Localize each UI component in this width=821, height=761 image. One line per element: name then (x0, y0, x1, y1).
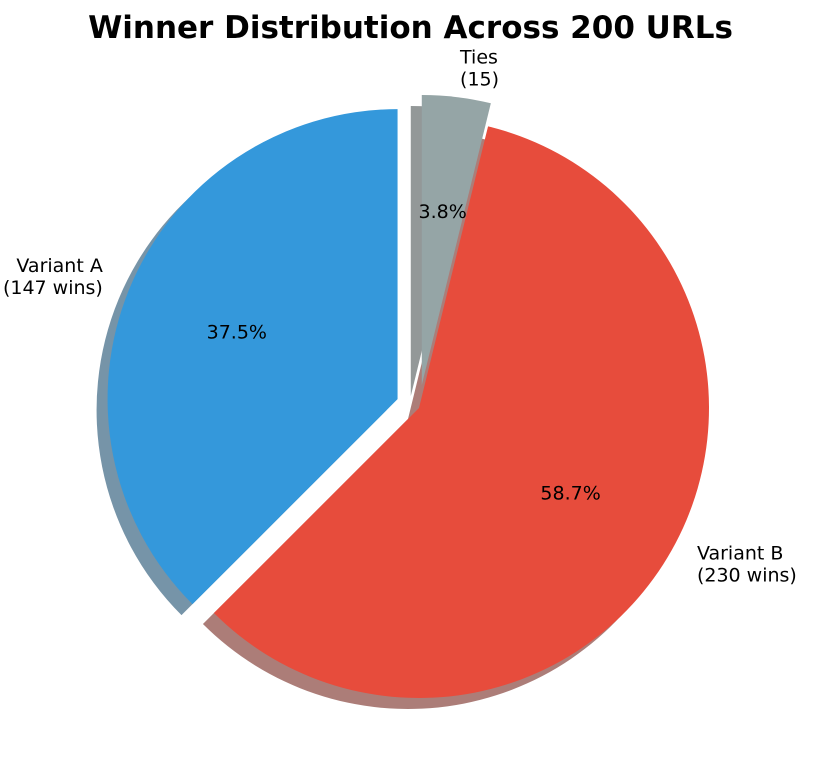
chart-title: Winner Distribution Across 200 URLs (88, 10, 733, 46)
slice-label-ties: Ties (459, 46, 498, 68)
pct-label-ties: 3.8% (419, 201, 467, 223)
pie-slice-variant-b (213, 126, 709, 698)
pie-slice-ties (421, 94, 491, 385)
pct-label-variant-b: 58.7% (540, 482, 600, 504)
slice-sublabel-variant-b: (230 wins) (697, 565, 797, 587)
slice-label-variant-a: Variant A (16, 255, 102, 277)
slice-sublabel-variant-a: (147 wins) (3, 277, 103, 299)
slice-sublabel-ties: (15) (460, 68, 499, 90)
pie-slice-variant-a (107, 109, 398, 605)
slice-label-variant-b: Variant B (697, 543, 783, 565)
pct-label-variant-a: 37.5% (207, 322, 267, 344)
